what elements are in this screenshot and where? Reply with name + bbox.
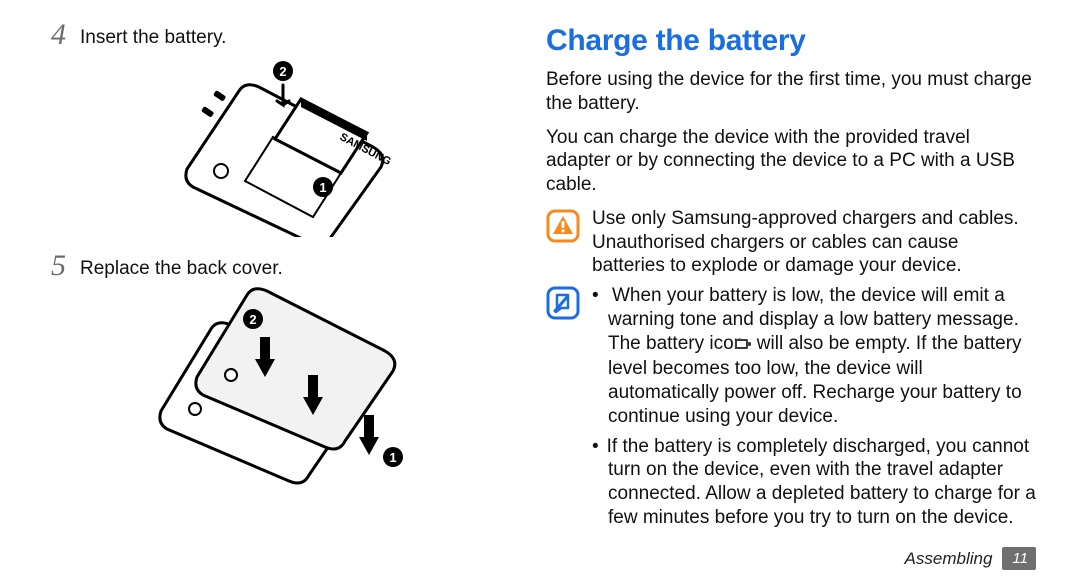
battery-insert-illustration: SAMSUNG 1 2 (143, 57, 423, 237)
note-bullet-1: When your battery is low, the device wil… (592, 284, 1036, 429)
warning-icon (546, 209, 580, 248)
footer-page-number: 11 (1002, 547, 1036, 570)
left-column: 4 Insert the battery. (44, 24, 540, 568)
warning-text: Use only Samsung-approved chargers and c… (592, 207, 1036, 278)
intro-paragraph-1: Before using the device for the first ti… (546, 68, 1036, 116)
svg-text:2: 2 (279, 64, 286, 79)
figure-insert-battery: SAMSUNG 1 2 (44, 57, 522, 237)
step-number: 4 (44, 20, 66, 50)
info-note: When your battery is low, the device wil… (546, 284, 1036, 536)
footer-section-label: Assembling (905, 549, 993, 569)
right-column: Charge the battery Before using the devi… (540, 24, 1036, 568)
page-footer: Assembling 11 (905, 547, 1036, 570)
figure-replace-cover: 2 1 (44, 287, 522, 497)
step-4: 4 Insert the battery. (44, 24, 522, 51)
note-bullet-list: When your battery is low, the device wil… (592, 284, 1036, 530)
step-text: Insert the battery. (80, 26, 226, 51)
step-text: Replace the back cover. (80, 257, 283, 282)
svg-text:1: 1 (389, 450, 396, 465)
step-5: 5 Replace the back cover. (44, 255, 522, 282)
note-bullet-2: If the battery is completely discharged,… (592, 435, 1036, 530)
svg-text:2: 2 (249, 312, 256, 327)
warning-note: Use only Samsung-approved chargers and c… (546, 207, 1036, 278)
intro-paragraph-2: You can charge the device with the provi… (546, 126, 1036, 197)
svg-text:1: 1 (319, 180, 326, 195)
step-number: 5 (44, 251, 66, 281)
note-icon (546, 286, 580, 325)
section-heading: Charge the battery (546, 24, 1036, 58)
back-cover-illustration: 2 1 (133, 287, 433, 497)
